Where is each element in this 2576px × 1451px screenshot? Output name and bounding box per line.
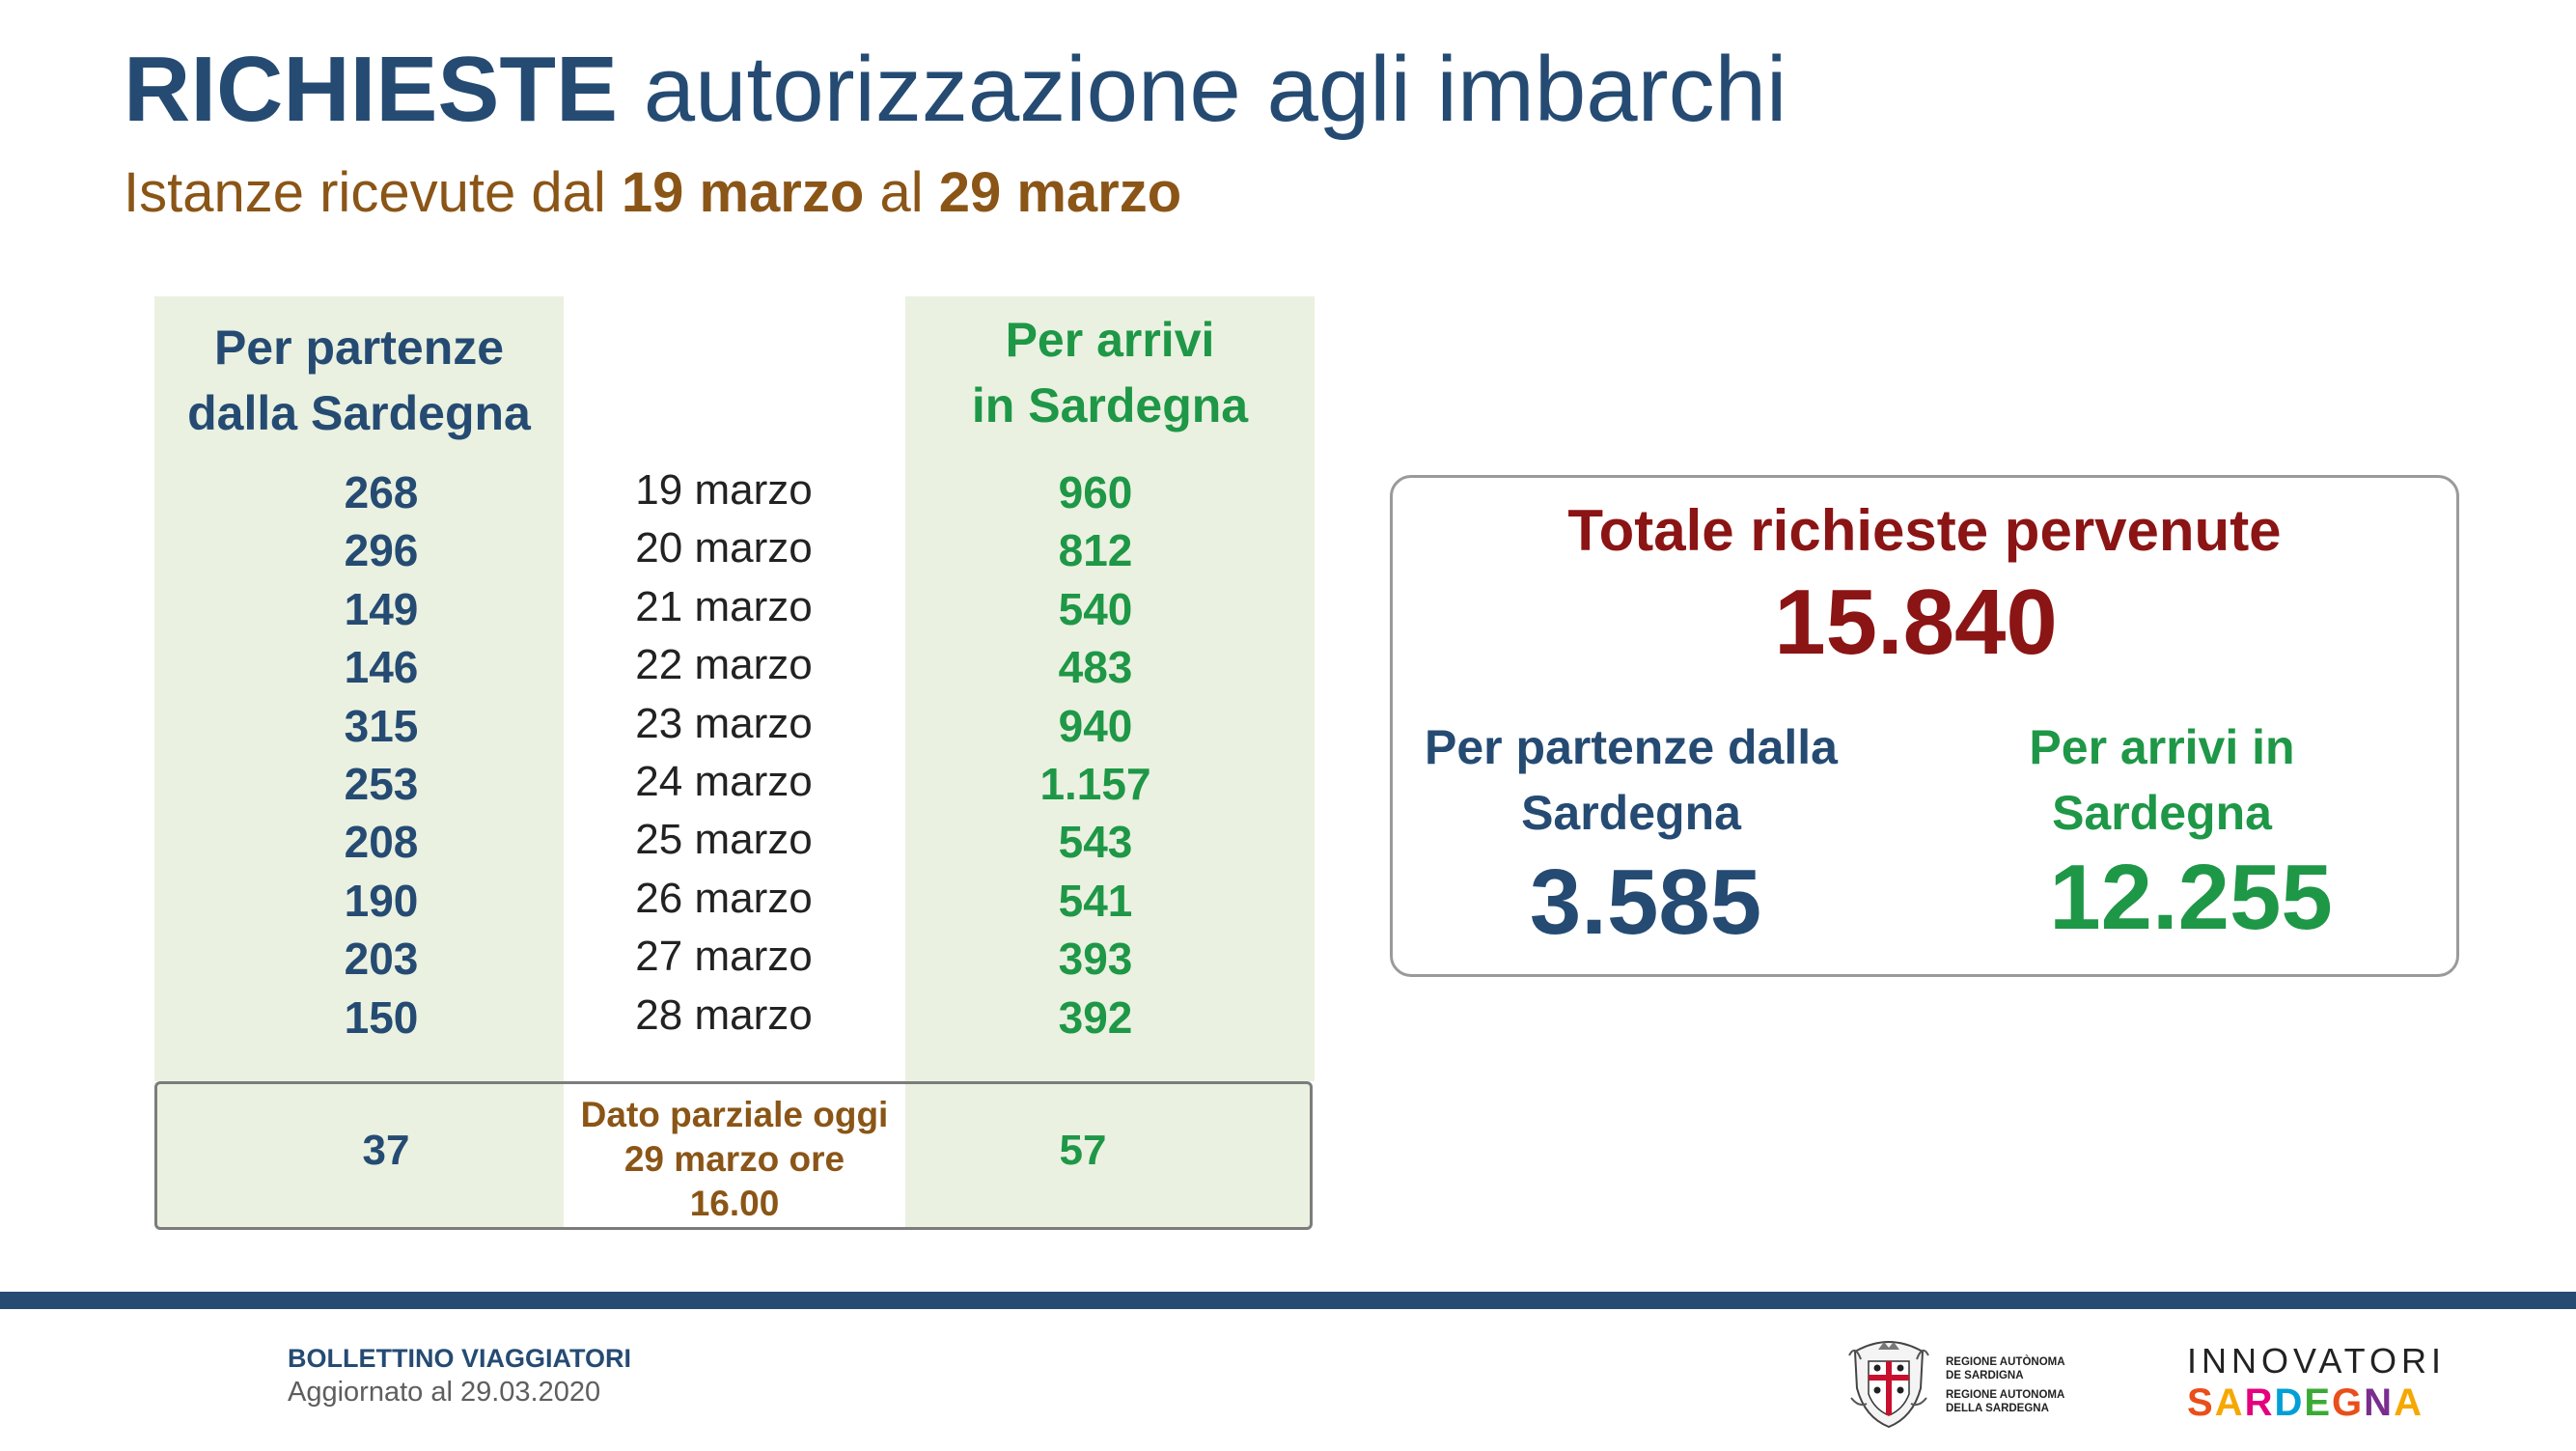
date-label: 19 marzo (635, 466, 813, 514)
arrivals-value: 541 (1058, 875, 1133, 926)
region-line-2: DE SARDIGNA (1946, 1370, 2024, 1381)
departures-value: 315 (344, 700, 419, 751)
page-subtitle: Istanze ricevute dal 19 marzo al 29 marz… (124, 154, 1181, 232)
date-label: 28 marzo (635, 991, 813, 1039)
region-emblem-icon (1845, 1330, 1932, 1431)
totals-arrivals-label-line-2: Sardegna (2052, 786, 2272, 840)
partial-label-line-1: Dato parziale oggi (580, 1095, 889, 1134)
arrivals-value: 392 (1058, 991, 1133, 1043)
arrivals-value: 540 (1058, 583, 1133, 634)
departures-column-header: Per partenze dalla Sardegna (154, 315, 564, 446)
departures-value: 268 (344, 467, 419, 517)
date-label: 23 marzo (635, 699, 813, 747)
departures-value: 190 (344, 875, 419, 926)
departures-value: 253 (344, 758, 419, 809)
arrivals-values-column: 960 812 540 483 940 1.157 543 541 393 392 (902, 463, 1288, 1046)
departures-header-line-2: dalla Sardegna (187, 386, 531, 440)
region-line-4: DELLA SARDEGNA (1946, 1403, 2049, 1414)
arrivals-value: 960 (1058, 467, 1133, 517)
departures-value: 296 (344, 525, 419, 576)
totals-value: 15.840 (1774, 571, 2058, 674)
departures-value: 146 (344, 642, 419, 693)
date-label: 25 marzo (635, 816, 813, 864)
arrivals-value: 393 (1058, 934, 1133, 985)
page-title: RICHIESTE autorizzazione agli imbarchi (124, 37, 1787, 143)
region-line-1: REGIONE AUTÒNOMA (1946, 1356, 2065, 1368)
arrivals-value: 1.157 (1039, 758, 1151, 809)
departures-header-line-1: Per partenze (213, 321, 505, 375)
date-label: 27 marzo (635, 933, 813, 981)
subtitle-from: 19 marzo (621, 161, 865, 224)
brand-logo-top: INNOVATORI (2187, 1341, 2447, 1381)
arrivals-header-line-1: Per arrivi (1005, 313, 1215, 367)
totals-arrivals-label: Per arrivi in Sardegna (1969, 714, 2355, 846)
subtitle-middle: al (879, 161, 924, 224)
departures-value: 208 (344, 817, 419, 868)
totals-title: Totale richieste pervenute (1567, 498, 2282, 563)
totals-departures-label-line-2: Sardegna (1521, 786, 1741, 840)
partial-data-label: Dato parziale oggi 29 marzo ore 16.00 (564, 1093, 905, 1226)
dates-column: 19 marzo 20 marzo 21 marzo 22 marzo 23 marzo… (565, 461, 883, 1045)
departures-value: 149 (344, 583, 419, 634)
footer-divider (0, 1292, 2576, 1309)
region-name: REGIONE AUTÒNOMA DE SARDIGNA REGIONE AUT… (1946, 1355, 2065, 1415)
totals-departures-label-line-1: Per partenze dalla (1425, 720, 1838, 774)
date-label: 21 marzo (635, 582, 813, 630)
arrivals-value: 940 (1058, 700, 1133, 751)
brand-logo-bottom: SARDEGNA (2187, 1381, 2424, 1424)
totals-box (1390, 475, 2459, 977)
region-line-3: REGIONE AUTONOMA (1946, 1389, 2065, 1401)
partial-label-line-2: 29 marzo ore (623, 1139, 845, 1179)
partial-label-line-3: 16.00 (689, 1184, 780, 1223)
partial-data-row (154, 1081, 1313, 1230)
arrivals-header-line-2: in Sardegna (971, 378, 1249, 433)
date-label: 26 marzo (635, 874, 813, 922)
arrivals-column-header: Per arrivi in Sardegna (905, 307, 1315, 438)
subtitle-to: 29 marzo (938, 161, 1182, 224)
arrivals-value: 812 (1058, 525, 1133, 576)
title-bold: RICHIESTE (124, 38, 619, 141)
arrivals-value: 543 (1058, 817, 1133, 868)
departures-value: 203 (344, 934, 419, 985)
date-label: 22 marzo (635, 641, 813, 689)
departures-value: 150 (344, 991, 419, 1043)
totals-departures-label: Per partenze dalla Sardegna (1409, 714, 1853, 846)
date-label: 20 marzo (635, 524, 813, 572)
partial-departures-background (157, 1084, 564, 1227)
partial-departures-value: 37 (362, 1127, 410, 1174)
title-rest: autorizzazione agli imbarchi (643, 38, 1787, 141)
subtitle-prefix: Istanze ricevute dal (124, 161, 606, 224)
departures-column-background (154, 296, 564, 1081)
partial-arrivals-background (905, 1084, 1311, 1227)
bulletin-title: BOLLETTINO VIAGGIATORI (288, 1344, 631, 1373)
partial-arrivals-value: 57 (1059, 1127, 1107, 1174)
departures-values-column: 268 296 149 146 315 253 208 190 203 150 (188, 463, 574, 1046)
totals-arrivals-value: 12.255 (2049, 846, 2333, 949)
arrivals-value: 483 (1058, 642, 1133, 693)
totals-arrivals-label-line-1: Per arrivi in (2029, 720, 2295, 774)
totals-departures-value: 3.585 (1529, 851, 1762, 954)
bulletin-updated-date: Aggiornato al 29.03.2020 (288, 1377, 601, 1408)
arrivals-column-background (905, 296, 1315, 1081)
date-label: 24 marzo (635, 757, 813, 805)
